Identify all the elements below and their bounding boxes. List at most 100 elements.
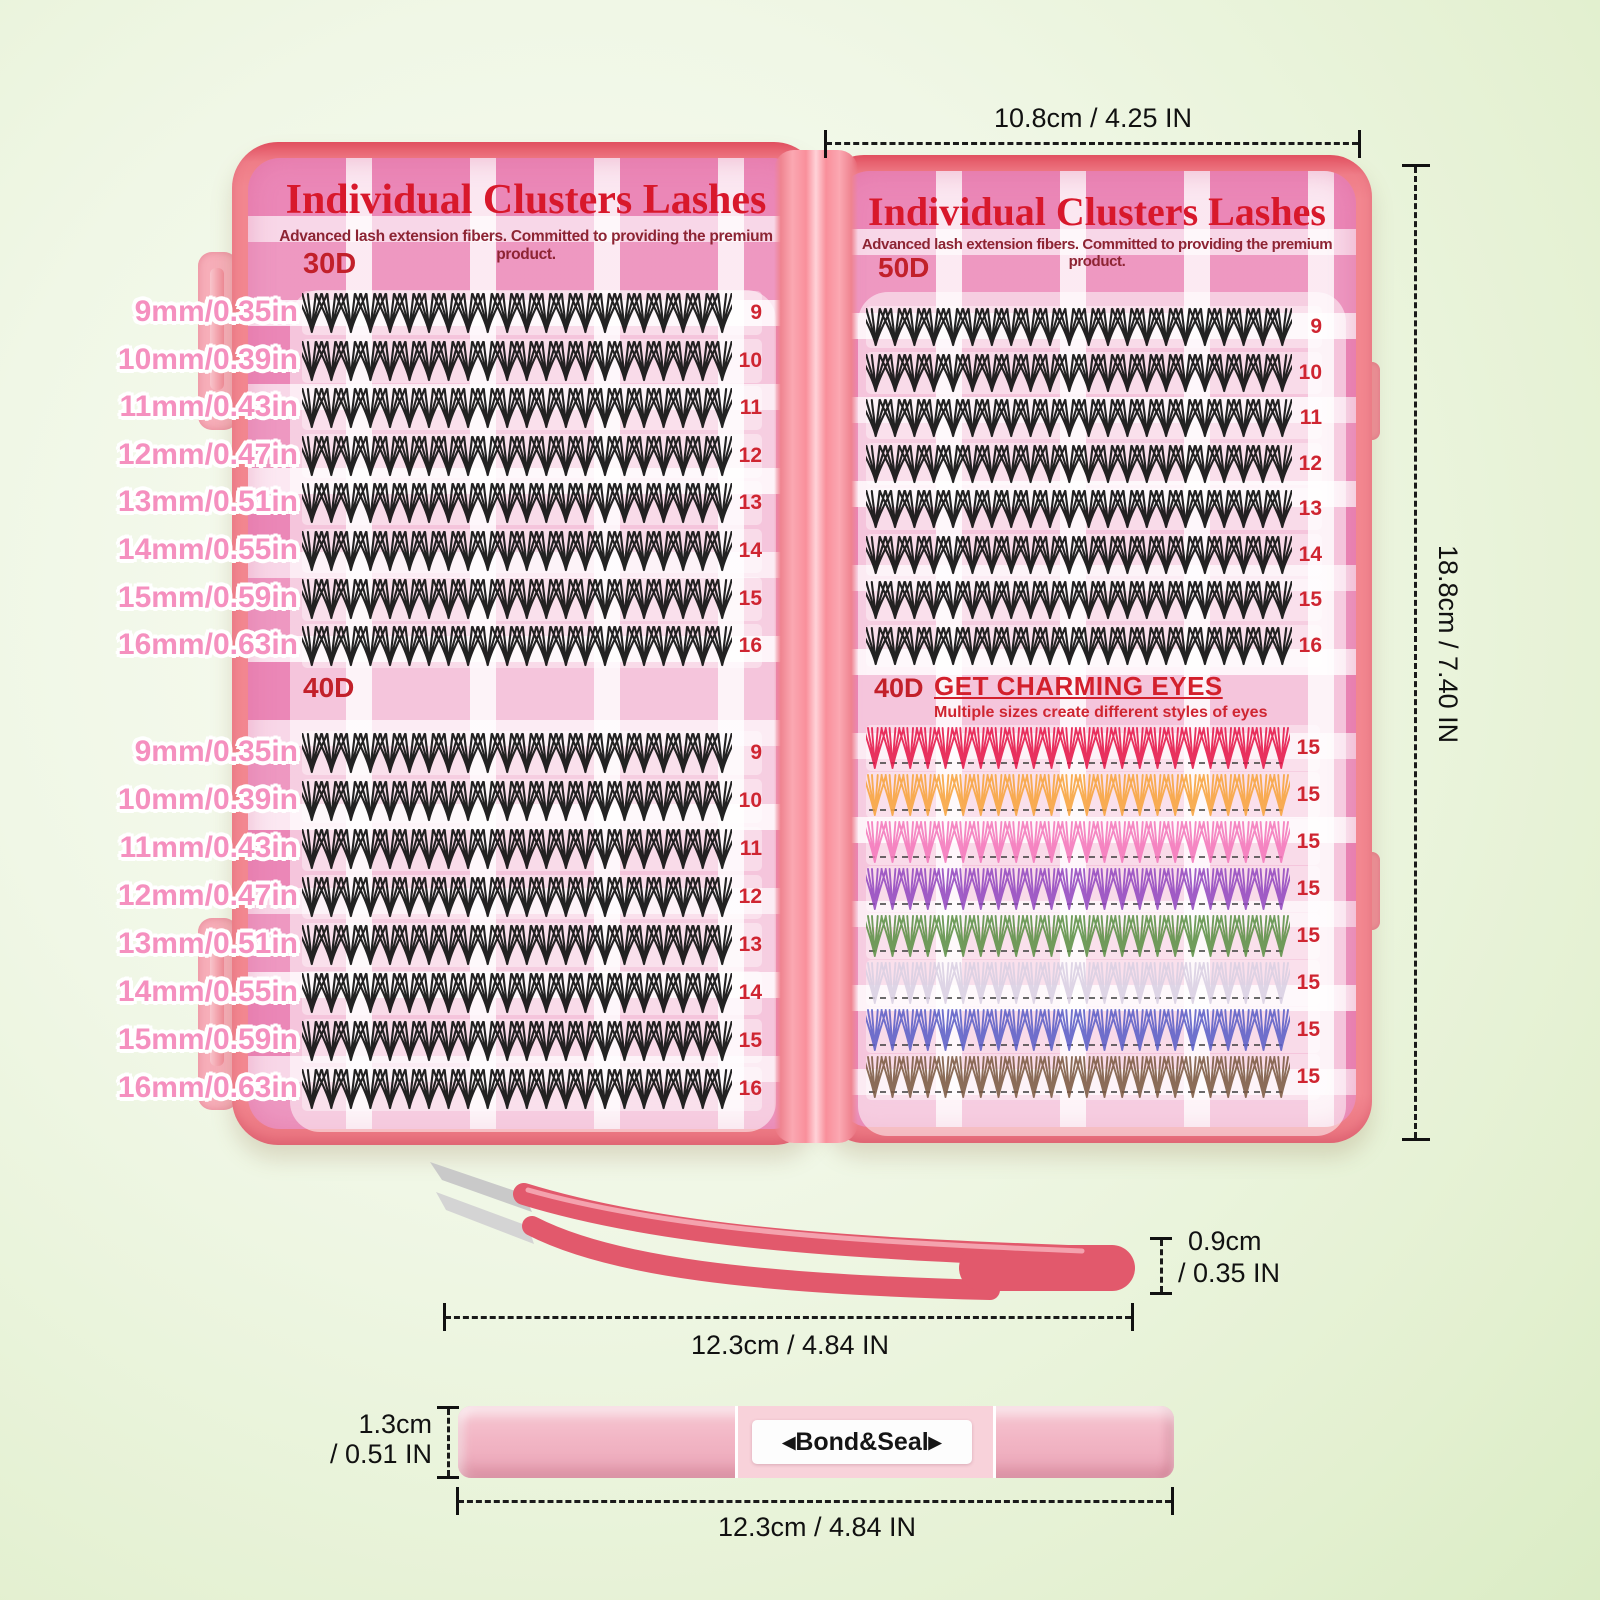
left-section1-label: 30D bbox=[303, 248, 357, 280]
right-section2-label: 40D bbox=[874, 673, 924, 703]
tweezers-tip-upper bbox=[430, 1162, 532, 1212]
dimension-tick bbox=[1358, 130, 1361, 158]
lash-row: 10 bbox=[866, 351, 1322, 394]
lash-row: 16 bbox=[302, 624, 762, 669]
lash-strip-graphic bbox=[866, 1056, 1290, 1098]
row-count-label: 10 bbox=[738, 789, 762, 812]
dimension-tick bbox=[1402, 164, 1430, 167]
dimension-tick bbox=[1150, 1292, 1172, 1295]
row-count-label: 10 bbox=[1298, 360, 1322, 384]
case-latch-top bbox=[198, 252, 238, 430]
lash-row: 14 bbox=[302, 971, 762, 1015]
lash-row: 12 bbox=[302, 433, 762, 478]
lash-row: 13 bbox=[302, 923, 762, 967]
row-count-label: 11 bbox=[739, 396, 762, 420]
lash-strip-graphic bbox=[302, 388, 732, 429]
row-count-label: 9 bbox=[750, 301, 762, 324]
lash-strip-graphic bbox=[866, 307, 1292, 347]
lash-strip-graphic bbox=[302, 828, 732, 870]
lash-strip-graphic bbox=[302, 732, 732, 774]
size-label: 15mm/0.59in bbox=[117, 580, 298, 614]
lash-strip-graphic bbox=[866, 444, 1292, 483]
lash-strip-graphic bbox=[302, 292, 732, 334]
tweezers-tip-lower bbox=[436, 1192, 534, 1244]
tweezers-height-dimension-2: / 0.35 IN bbox=[1178, 1258, 1281, 1288]
row-count-label: 15 bbox=[1296, 736, 1320, 759]
dimension-tick bbox=[824, 130, 827, 158]
height-dimension-line bbox=[1414, 167, 1417, 1138]
row-count-label: 15 bbox=[1296, 783, 1320, 806]
lash-row: 12 bbox=[866, 442, 1322, 485]
lash-strip-graphic bbox=[302, 972, 732, 1014]
lash-row: 11 bbox=[302, 386, 762, 431]
row-count-label: 16 bbox=[738, 1077, 762, 1100]
lash-strip-graphic bbox=[302, 924, 732, 966]
lash-strip-graphic bbox=[866, 489, 1292, 529]
row-count-label: 15 bbox=[1296, 877, 1320, 900]
case-hinge-seam bbox=[774, 150, 858, 1143]
row-count-label: 10 bbox=[738, 348, 762, 372]
latch-slot bbox=[210, 936, 224, 1066]
lash-strip-graphic bbox=[866, 580, 1292, 620]
size-label: 15mm/0.59in bbox=[117, 1023, 298, 1056]
row-count-label: 11 bbox=[739, 837, 762, 860]
lash-row: 10 bbox=[302, 338, 762, 383]
row-count-label: 12 bbox=[738, 885, 762, 908]
lash-strip-graphic bbox=[302, 1068, 732, 1110]
lash-strip-graphic bbox=[302, 876, 732, 918]
case-width-dimension: 10.8cm / 4.25 IN bbox=[993, 103, 1193, 133]
lash-row: 11 bbox=[866, 397, 1322, 439]
lash-strip-graphic bbox=[866, 626, 1292, 665]
row-count-label: 15 bbox=[738, 586, 762, 610]
lash-row: 14 bbox=[866, 533, 1322, 576]
bond-seal-pen: ◂Bond&Seal▸ bbox=[458, 1406, 1174, 1478]
size-label: 16mm/0.63in bbox=[117, 628, 298, 662]
lash-strip-graphic bbox=[302, 1020, 732, 1062]
row-count-label: 12 bbox=[738, 443, 762, 467]
lash-strip-graphic bbox=[302, 530, 732, 572]
row-count-label: 16 bbox=[1298, 633, 1322, 657]
lash-row: 16 bbox=[302, 1067, 762, 1111]
dimension-tick bbox=[1150, 1237, 1172, 1240]
size-label: 13mm/0.51in bbox=[117, 485, 298, 519]
row-count-label: 13 bbox=[738, 933, 762, 956]
lash-strip-graphic bbox=[302, 578, 732, 619]
pen-label: ◂Bond&Seal▸ bbox=[782, 1428, 942, 1456]
charming-eyes-heading: GET CHARMING EYES bbox=[934, 671, 1223, 701]
width-dimension-line bbox=[826, 142, 1358, 145]
tweezers-length-dimension: 12.3cm / 4.84 IN bbox=[690, 1330, 890, 1360]
pen-height-dimension: 1.3cm bbox=[358, 1409, 432, 1439]
size-label: 11mm/0.43in bbox=[119, 831, 298, 864]
lash-strip-graphic bbox=[302, 780, 732, 822]
row-count-label: 12 bbox=[1298, 451, 1322, 475]
tweezers-height-dimension: 0.9cm bbox=[1188, 1226, 1262, 1256]
size-label: 11mm/0.43in bbox=[119, 390, 298, 424]
left-section2-label: 40D bbox=[303, 672, 355, 703]
lash-row: 9 bbox=[866, 306, 1322, 348]
left-panel-subtitle: Advanced lash extension fibers. Committe… bbox=[279, 228, 773, 263]
row-count-label: 15 bbox=[1296, 924, 1320, 947]
row-count-label: 11 bbox=[1299, 406, 1322, 429]
tweezers-height-line bbox=[1160, 1240, 1163, 1292]
lash-row-pink: 15 bbox=[866, 819, 1320, 865]
size-label: 9mm/0.35in bbox=[134, 295, 298, 328]
lash-row: 15 bbox=[866, 579, 1322, 621]
lash-row: 16 bbox=[866, 624, 1322, 667]
size-label: 13mm/0.51in bbox=[117, 927, 298, 960]
lash-row: 12 bbox=[302, 875, 762, 919]
dimension-tick bbox=[443, 1303, 446, 1331]
lash-row-red: 15 bbox=[866, 725, 1320, 771]
row-count-label: 15 bbox=[1298, 588, 1322, 611]
row-count-label: 9 bbox=[1310, 315, 1322, 338]
dimension-tick bbox=[437, 1406, 459, 1409]
row-count-label: 14 bbox=[738, 539, 762, 562]
row-count-label: 15 bbox=[1296, 830, 1320, 853]
row-count-label: 14 bbox=[1298, 542, 1322, 566]
lash-row: 11 bbox=[302, 827, 762, 871]
case-height-dimension: 18.8cm / 7.40 IN bbox=[1433, 545, 1464, 744]
charming-eyes-subheading: Multiple sizes create different styles o… bbox=[934, 704, 1268, 721]
dimension-tick bbox=[1131, 1303, 1134, 1331]
tweezers bbox=[430, 1162, 1135, 1300]
lash-strip-graphic bbox=[302, 483, 732, 524]
